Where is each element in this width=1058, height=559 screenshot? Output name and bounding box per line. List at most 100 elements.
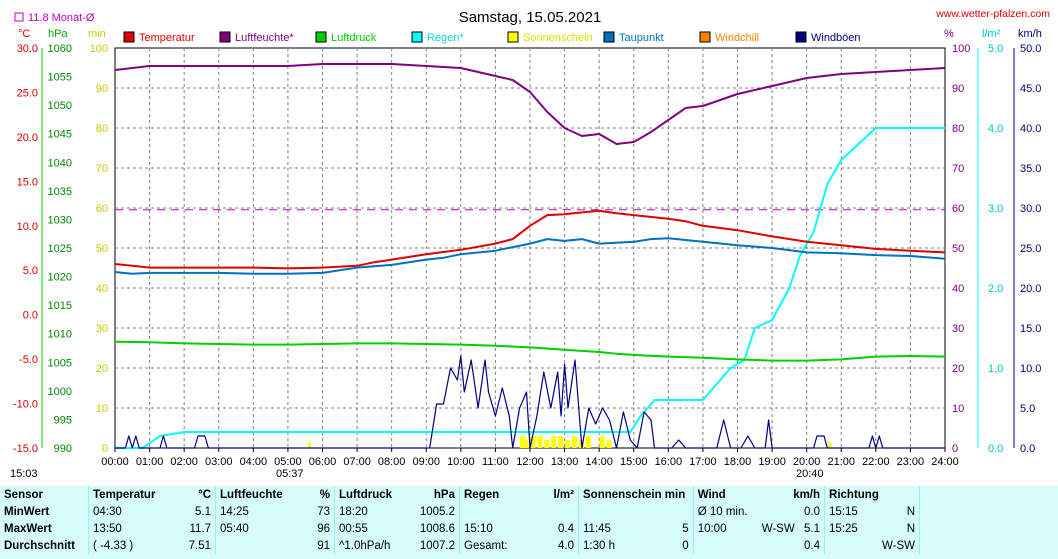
x-tick-label: 00:00 — [101, 456, 129, 468]
sunshine-bar — [606, 440, 612, 448]
unit-temp: °C — [18, 28, 30, 40]
axis-tick-label-wind: 40.0 — [1020, 123, 1041, 135]
unit-pct: % — [944, 28, 954, 40]
legend-swatch — [795, 31, 807, 43]
x-tick-label: 08:00 — [378, 456, 406, 468]
x-tick-label: 19:00 — [758, 456, 786, 468]
axis-tick-label-sunshine: 10 — [96, 403, 108, 415]
x-tick-label: 06:00 — [309, 456, 337, 468]
weather-chart: 30.0 25.0 20.0 15.0 10.0 5.0 0.0 -5.0 -10.0 -15.0… — [10, 8, 1050, 480]
axis-tick-label-humidity: 50 — [952, 243, 964, 255]
axis-tick-label-sunshine: 30 — [96, 323, 108, 335]
sunrise-time: 05:37 — [276, 468, 304, 480]
statistics-table: Sensor Temperatur °C Luftfeuchte % Luftd… — [0, 486, 1058, 559]
stats-cell: 15:25 — [824, 520, 870, 537]
legend-label: Regen* — [427, 32, 464, 44]
stats-cell: 73 — [317, 505, 330, 518]
stats-cell: W-SW — [761, 522, 795, 535]
stats-cell: 96 — [317, 522, 330, 535]
stats-header-pressure-unit: hPa — [433, 488, 455, 501]
stats-cell — [758, 503, 800, 520]
stats-cell — [578, 503, 663, 520]
axis-tick-label-temperature: 30.0 — [17, 43, 38, 55]
axis-tick-label-pressure: 1035 — [48, 186, 72, 198]
sunshine-bar — [523, 440, 529, 448]
legend-swatch — [219, 31, 231, 43]
axis-tick-label-pressure: 1050 — [48, 100, 72, 112]
series-line-windben — [115, 355, 945, 449]
legend-swatch — [315, 31, 327, 43]
stats-cell — [824, 537, 870, 554]
axis-tick-label-humidity: 20 — [952, 363, 964, 375]
stats-cell — [692, 537, 758, 554]
x-tick-label: 21:00 — [827, 456, 855, 468]
sunset-marker — [828, 442, 832, 448]
stats-row-label: MinWert — [4, 505, 50, 518]
stats-header-wind-unit: km/h — [793, 488, 821, 501]
axis-tick-label-rain: 2.0 — [988, 283, 1003, 295]
stats-empty-col — [919, 520, 1058, 537]
axis-tick-label-pressure: 1045 — [48, 129, 72, 141]
legend-swatch — [123, 31, 135, 43]
axis-tick-label-humidity: 10 — [952, 403, 964, 415]
axis-tick-label-wind: 15.0 — [1020, 323, 1041, 335]
time-start: 15:03 — [10, 468, 38, 480]
sunrise-marker — [307, 442, 311, 448]
axis-tick-label-wind: 25.0 — [1020, 243, 1041, 255]
axis-tick-label-pressure: 1005 — [48, 357, 72, 369]
axis-tick-label-humidity: 0 — [952, 443, 958, 455]
x-tick-label: 02:00 — [170, 456, 198, 468]
axis-tick-label-wind: 0.0 — [1020, 443, 1035, 455]
x-tick-label: 09:00 — [412, 456, 440, 468]
series-line-taupunkt — [114, 237, 946, 275]
legend-swatch — [411, 31, 423, 43]
stats-header-rain: Regen — [459, 486, 532, 503]
stats-cell: 91 — [317, 539, 330, 552]
legend-swatch — [603, 31, 615, 43]
stats-header-humidity-unit: % — [319, 488, 330, 501]
stats-cell: 14:25 — [215, 503, 304, 520]
legend-label: Luftdruck — [331, 32, 377, 44]
stats-cell — [758, 537, 800, 554]
sunshine-bar — [585, 436, 591, 448]
axis-tick-label-pressure: 1015 — [48, 300, 72, 312]
axis-tick-label-pressure: 995 — [54, 414, 72, 426]
axis-tick-label-sunshine: 40 — [96, 283, 108, 295]
stats-cell: 11:45 — [578, 520, 663, 537]
stats-cell: 10:00 — [692, 520, 758, 537]
source-link[interactable]: www.wetter-pfalzen.com — [935, 8, 1050, 20]
axis-tick-label-sunshine: 0 — [102, 443, 108, 455]
x-tick-label: 13:00 — [551, 456, 579, 468]
legend-swatch — [507, 31, 519, 43]
chart-legend: Temperatur Luftfeuchte* Luftdruck Regen* Son… — [123, 31, 861, 44]
stats-empty-col — [919, 537, 1058, 554]
stats-empty-col — [919, 486, 1058, 503]
axis-tick-label-humidity: 90 — [952, 83, 964, 95]
stats-header-pressure: Luftdruck — [334, 486, 415, 503]
axis-tick-label-wind: 30.0 — [1020, 203, 1041, 215]
x-tick-label: 20:00 — [793, 456, 821, 468]
axis-tick-label-pressure: 1020 — [48, 272, 72, 284]
axis-tick-label-sunshine: 100 — [90, 43, 108, 55]
x-tick-label: 18:00 — [724, 456, 752, 468]
legend-label: Luftfeuchte* — [235, 32, 294, 44]
stats-cell — [662, 503, 693, 520]
series-line-luftdruck — [114, 340, 946, 362]
axis-tick-label-rain: 0.0 — [988, 443, 1003, 455]
stats-cell: 13:50 — [88, 520, 177, 537]
stats-cell: 15:10 — [459, 520, 532, 537]
axis-tick-label-temperature: -10.0 — [13, 399, 38, 411]
stats-cell — [459, 503, 532, 520]
axis-tick-label-rain: 5.0 — [988, 43, 1003, 55]
stats-cell: 4.0 — [558, 539, 574, 552]
legend-label: Taupunkt — [619, 32, 664, 44]
axis-tick-label-sunshine: 80 — [96, 123, 108, 135]
x-tick-label: 07:00 — [343, 456, 371, 468]
stats-header-temperature: Temperatur — [88, 486, 177, 503]
stats-cell: 1:30 h — [578, 537, 663, 554]
x-tick-label: 10:00 — [447, 456, 475, 468]
stats-cell: 1005.2 — [419, 505, 455, 518]
stats-empty-col — [919, 503, 1058, 520]
axis-tick-label-rain: 4.0 — [988, 123, 1003, 135]
axis-tick-label-humidity: 80 — [952, 123, 964, 135]
